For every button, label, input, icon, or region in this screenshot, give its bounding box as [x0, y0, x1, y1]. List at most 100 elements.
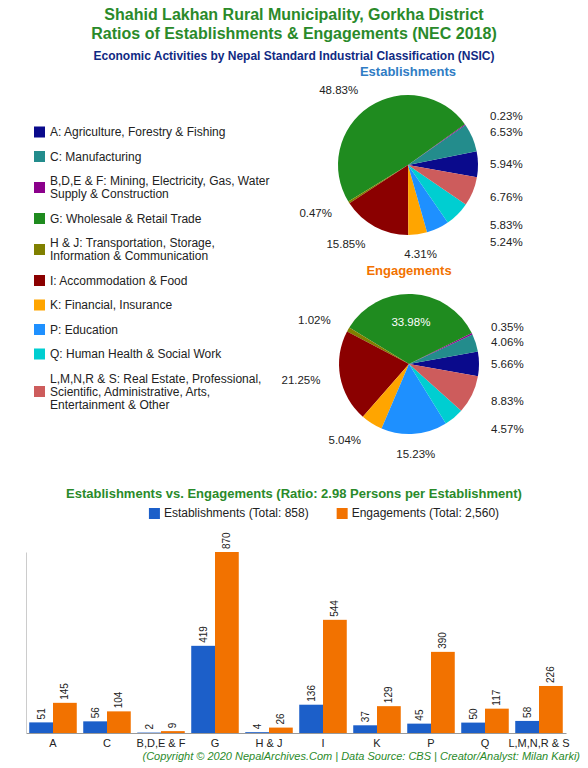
legend-item: G: Wholesale & Retail Trade	[34, 212, 202, 226]
bar	[353, 725, 377, 733]
pie-slices	[338, 95, 478, 235]
data-label: 5.66%	[491, 358, 524, 370]
legend-item: K: Financial, Insurance	[34, 298, 172, 312]
x-tick-label: P	[427, 737, 434, 749]
x-tick-label: H & J	[256, 737, 283, 749]
legend-swatch	[337, 508, 348, 519]
chart-title: Establishments vs. Engagements (Ratio: 2…	[66, 486, 522, 501]
x-tick-label: K	[373, 737, 381, 749]
pie-title: Establishments	[360, 64, 456, 79]
bars	[29, 552, 563, 733]
bar	[461, 723, 485, 733]
x-tick: G	[211, 733, 220, 749]
legend-label-line: L,M,N,R & S: Real Estate, Professional,	[50, 372, 261, 386]
legend-label: B,D,E & F: Mining, Electricity, Gas, Wat…	[50, 174, 269, 201]
legend-swatch	[34, 275, 45, 286]
legend-item: L,M,N,R & S: Real Estate, Professional,S…	[34, 372, 261, 412]
x-tick-label: C	[103, 737, 111, 749]
data-label: 5.94%	[490, 158, 523, 170]
legend-label-line: Supply & Construction	[50, 187, 169, 201]
x-tick: Q	[481, 733, 490, 749]
legend-label-line: C: Manufacturing	[50, 150, 141, 164]
title: Shahid Lakhan Rural Municipality, Gorkha…	[104, 6, 484, 23]
x-tick-label: L,M,N,R & S	[508, 737, 569, 749]
data-label: 4.31%	[404, 248, 437, 260]
bar	[161, 731, 185, 733]
legend-swatch	[34, 182, 45, 193]
data-label: 4.57%	[491, 423, 524, 435]
x-tick: K	[373, 733, 381, 749]
legend-item: B,D,E & F: Mining, Electricity, Gas, Wat…	[34, 174, 269, 201]
data-label: 5.83%	[490, 219, 523, 231]
data-label: 58	[522, 706, 533, 718]
data-label: 145	[59, 683, 70, 700]
bar	[83, 721, 107, 733]
data-label: 15.85%	[326, 238, 365, 250]
data-label: 390	[437, 632, 448, 649]
legend-swatch	[149, 508, 160, 519]
legend-label: C: Manufacturing	[50, 150, 141, 164]
pie-slice	[349, 165, 408, 235]
chart-svg: Shahid Lakhan Rural Municipality, Gorkha…	[0, 0, 588, 768]
legend: A: Agriculture, Forestry & Fishing C: Man…	[34, 125, 269, 412]
legend-item: A: Agriculture, Forestry & Fishing	[34, 125, 225, 139]
x-tick-label: I	[321, 737, 324, 749]
bar	[431, 652, 455, 733]
data-label: 104	[113, 691, 124, 708]
data-label: 50	[468, 708, 479, 720]
legend-swatch	[34, 213, 45, 224]
x-tick: P	[427, 733, 434, 749]
data-label: 15.23%	[396, 448, 435, 460]
x-tick-label: Q	[481, 737, 490, 749]
legend-item: Q: Human Health & Social Work	[34, 347, 222, 361]
data-label: 0.23%	[490, 110, 523, 122]
data-label: 56	[90, 707, 101, 719]
legend-label: H & J: Transportation, Storage,Informati…	[50, 236, 215, 263]
legend-swatch	[34, 151, 45, 162]
data-label: 4.06%	[491, 336, 524, 348]
bar	[407, 724, 431, 733]
data-label: 544	[329, 600, 340, 617]
data-label: 37	[360, 711, 371, 723]
x-tick-label: B,D,E & F	[137, 737, 186, 749]
y-axis	[26, 553, 27, 734]
data-label: 45	[414, 709, 425, 721]
data-label: 21.25%	[281, 374, 320, 386]
pie-slice: L,M,N,R & S: Real Estate, Professional, …	[409, 364, 478, 411]
data-label: 8.83%	[491, 395, 524, 407]
legend-label-line: G: Wholesale & Retail Trade	[50, 212, 202, 226]
legend-label-line: Scientific, Administrative, Arts,	[50, 385, 210, 399]
legend-label: Establishments (Total: 858)	[164, 506, 309, 520]
bar	[269, 728, 293, 733]
bar	[323, 620, 347, 733]
bar	[191, 646, 215, 733]
pie-title: Engagements	[366, 263, 451, 278]
data-label: 226	[545, 666, 556, 683]
y-axis-line	[26, 553, 27, 734]
bar	[245, 732, 269, 733]
pie-chart: EngagementsA: Agriculture, Forestry & Fi…	[281, 263, 523, 460]
footer: (Copyright © 2020 NepalArchives.Com | Da…	[143, 750, 581, 762]
legend-label-line: B,D,E & F: Mining, Electricity, Gas, Wat…	[50, 174, 269, 188]
bar	[485, 709, 509, 733]
legend-swatch	[34, 300, 45, 311]
x-tick: H & J	[256, 733, 283, 749]
data-label: 48.83%	[319, 84, 358, 96]
legend-item: P: Education	[34, 323, 118, 337]
legend-label: Engagements (Total: 2,560)	[352, 506, 499, 520]
legend-item: Establishments (Total: 858)	[149, 506, 309, 520]
legend-swatch	[34, 324, 45, 335]
x-tick: B,D,E & F	[137, 733, 186, 749]
legend-label-line: H & J: Transportation, Storage,	[50, 236, 215, 250]
x-axis-line	[27, 733, 567, 734]
data-label: 1.02%	[298, 314, 331, 326]
data-label: 9	[167, 722, 178, 728]
x-tick: I	[321, 733, 324, 749]
legend-swatch	[34, 127, 45, 138]
bar	[539, 686, 563, 733]
data-label: 4	[252, 723, 263, 729]
legend-swatch	[34, 386, 45, 397]
bar	[515, 721, 539, 733]
legend-label-line: Q: Human Health & Social Work	[50, 347, 222, 361]
bar	[53, 703, 77, 733]
